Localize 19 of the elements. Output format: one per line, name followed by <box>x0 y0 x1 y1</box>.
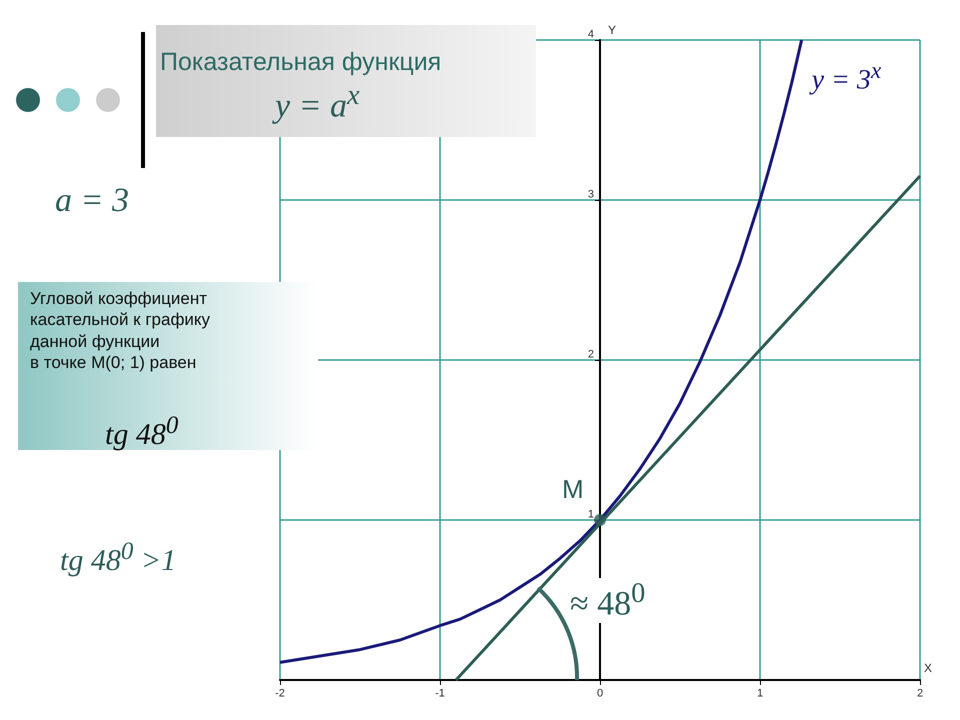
text: Угловой коэффициент касательной к графику данной функции в точке M(0; 1) равен <box>30 288 210 373</box>
text: tg 48$^{0}$ <box>105 412 178 452</box>
y-axis-title: Y <box>608 23 616 37</box>
x-tick-label: 0 <box>596 688 604 700</box>
text: a = 3 <box>55 182 129 220</box>
y-tick-label: 1 <box>588 508 594 520</box>
x-tick-label: 1 <box>756 688 764 700</box>
x-tick-label: -1 <box>435 688 445 700</box>
y-tick-label: 2 <box>588 348 594 360</box>
x-tick-label: 2 <box>916 688 924 700</box>
x-tick-label: -2 <box>275 688 285 700</box>
annotation: M <box>562 474 584 505</box>
y-tick-label: 3 <box>588 188 594 200</box>
annotation: ≈ 48$^{0}$ <box>566 578 650 624</box>
x-axis-title: X <box>924 661 932 675</box>
chart-title: Показательная функция <box>160 48 442 77</box>
series-label: y = 3$^{x}$ <box>812 58 882 96</box>
y-tick-label: 4 <box>588 28 594 40</box>
text: tg 48$^{0}$ >1 <box>60 538 176 578</box>
